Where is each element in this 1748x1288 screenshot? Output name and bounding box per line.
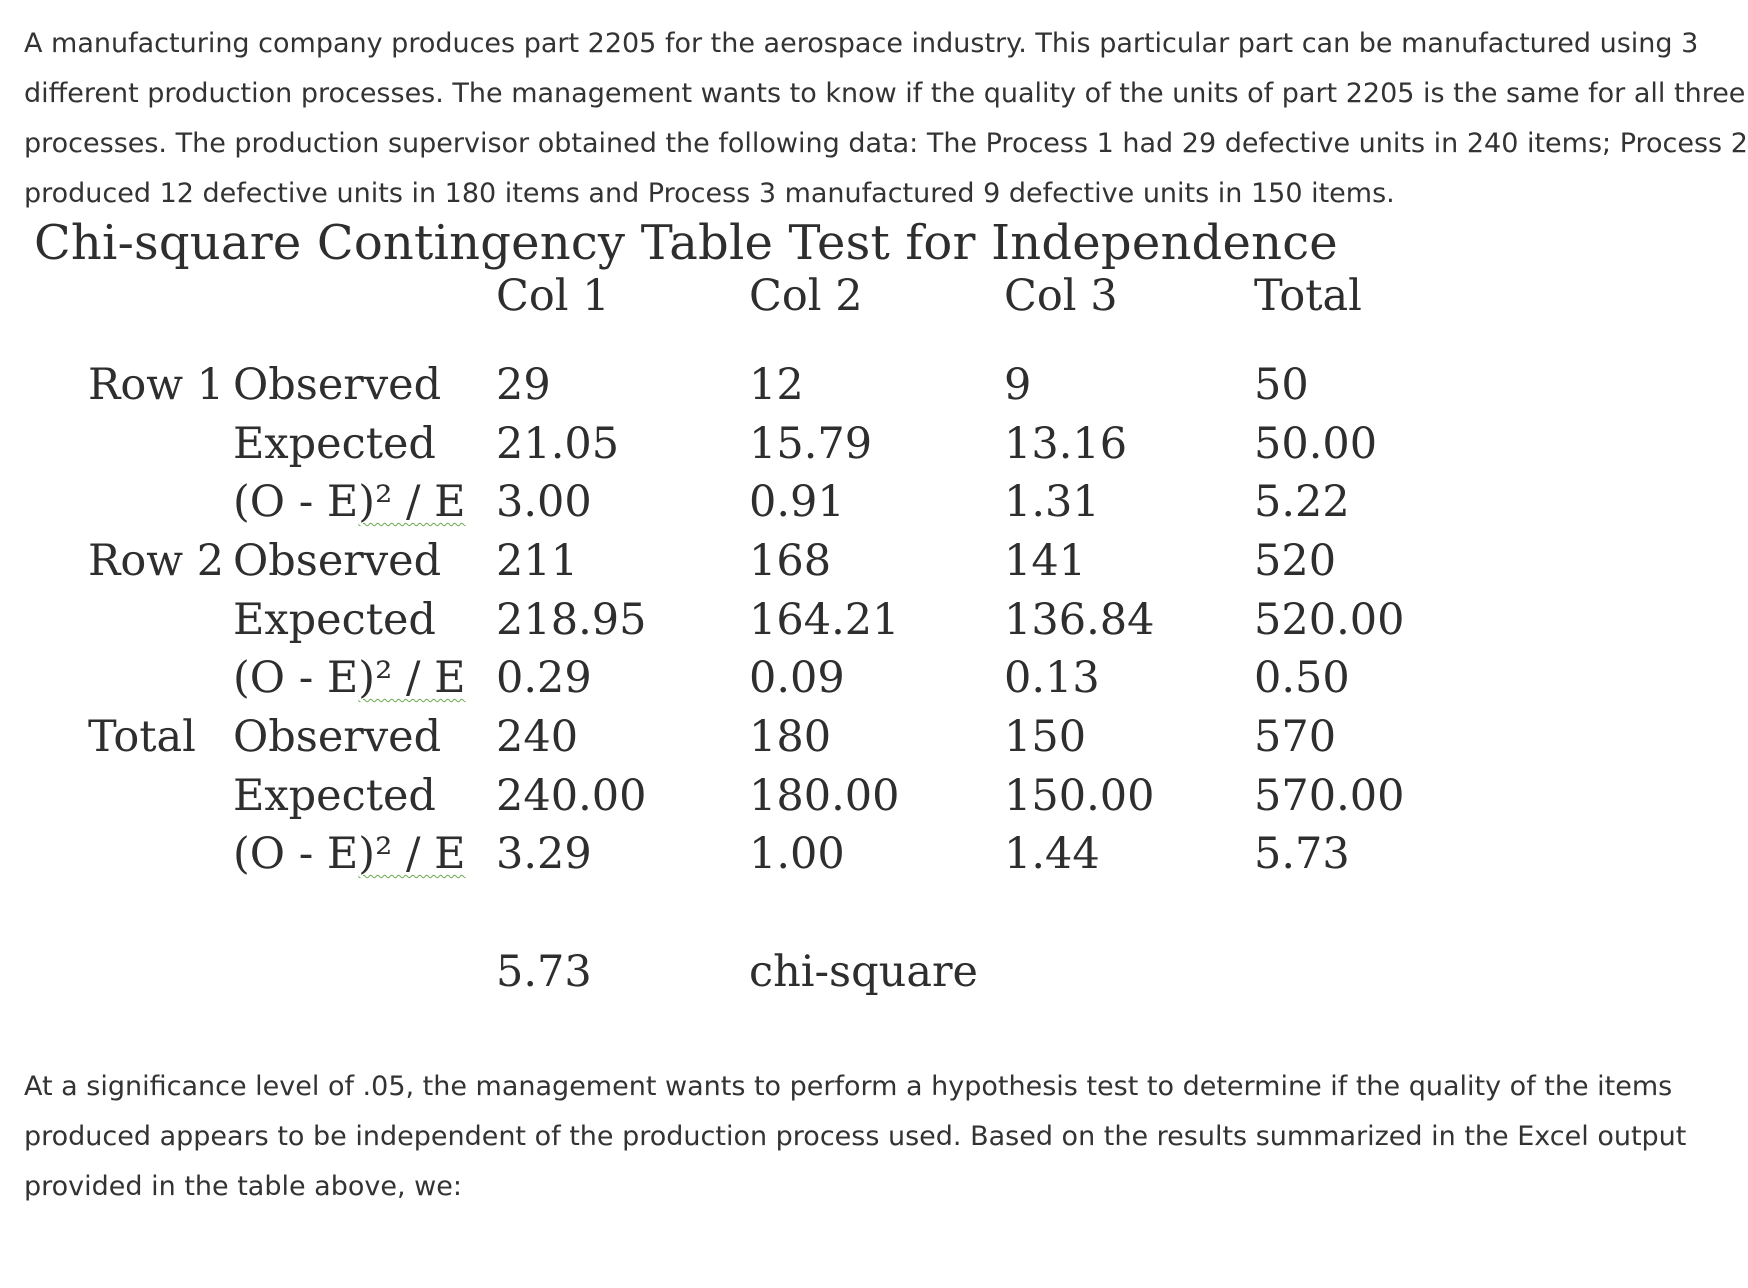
metric-label-part: (O - E (233, 477, 359, 527)
table-cell: 15.79 (749, 419, 873, 469)
question-line: provided in the table above, we: (24, 1171, 462, 1202)
problem-line: produced 12 defective units in 180 items… (24, 178, 1395, 209)
metric-label-part: (O - E (233, 653, 359, 703)
metric-label-part: )² / E (358, 829, 466, 879)
table-cell: 168 (749, 536, 832, 586)
problem-statement: A manufacturing company produces part 22… (24, 19, 1748, 219)
table-title: Chi-square Contingency Table Test for In… (34, 215, 1338, 271)
question-line: At a significance level of .05, the mana… (24, 1071, 1673, 1102)
table-cell: 180.00 (749, 771, 900, 821)
metric-label-part: )² / E (358, 653, 466, 703)
table-cell: 1.31 (1004, 477, 1100, 527)
table-cell: 1.44 (1004, 829, 1100, 879)
column-header-col-3: Col 3 (1004, 271, 1118, 321)
metric-label-expected: Expected (233, 771, 436, 821)
metric-label-expected: Expected (233, 595, 436, 645)
table-cell: 0.09 (749, 653, 845, 703)
chi-square-value: 5.73 (496, 947, 592, 997)
column-header-col-1: Col 1 (496, 271, 610, 321)
table-cell: 150 (1004, 712, 1087, 762)
table-cell: 240.00 (496, 771, 647, 821)
metric-label-observed: Observed (233, 712, 442, 762)
table-cell: 218.95 (496, 595, 647, 645)
metric-label-chi-contribution: (O - E)² / E (233, 481, 466, 524)
metric-label-observed: Observed (233, 360, 442, 410)
table-cell: 50 (1254, 360, 1309, 410)
table-cell: 520.00 (1254, 595, 1405, 645)
metric-label-chi-contribution: (O - E)² / E (233, 657, 466, 700)
table-cell: 21.05 (496, 419, 620, 469)
column-header-total: Total (1254, 271, 1362, 321)
table-cell: 520 (1254, 536, 1337, 586)
problem-line: processes. The production supervisor obt… (24, 128, 1748, 159)
column-header-col-2: Col 2 (749, 271, 863, 321)
table-cell: 13.16 (1004, 419, 1128, 469)
problem-line: A manufacturing company produces part 22… (24, 28, 1699, 59)
table-cell: 5.73 (1254, 829, 1350, 879)
table-cell: 0.50 (1254, 653, 1350, 703)
table-cell: 29 (496, 360, 551, 410)
row-group-label-total: Total (88, 712, 196, 762)
table-cell: 50.00 (1254, 419, 1378, 469)
table-cell: 164.21 (749, 595, 900, 645)
problem-line: different production processes. The mana… (24, 78, 1746, 109)
table-cell: 240 (496, 712, 579, 762)
table-cell: 141 (1004, 536, 1087, 586)
metric-label-observed: Observed (233, 536, 442, 586)
metric-label-part: (O - E (233, 829, 359, 879)
table-cell: 5.22 (1254, 477, 1350, 527)
table-cell: 1.00 (749, 829, 845, 879)
metric-label-chi-contribution: (O - E)² / E (233, 833, 466, 876)
table-cell: 136.84 (1004, 595, 1155, 645)
table-cell: 0.29 (496, 653, 592, 703)
metric-label-expected: Expected (233, 419, 436, 469)
row-group-label-row-1: Row 1 (88, 360, 225, 410)
table-cell: 0.13 (1004, 653, 1100, 703)
table-cell: 570 (1254, 712, 1337, 762)
table-cell: 150.00 (1004, 771, 1155, 821)
row-group-label-row-2: Row 2 (88, 536, 225, 586)
table-cell: 180 (749, 712, 832, 762)
question-line: produced appears to be independent of th… (24, 1121, 1687, 1152)
table-cell: 3.00 (496, 477, 592, 527)
table-cell: 12 (749, 360, 804, 410)
table-cell: 9 (1004, 360, 1032, 410)
chi-square-label: chi-square (749, 947, 978, 997)
table-cell: 211 (496, 536, 579, 586)
table-cell: 3.29 (496, 829, 592, 879)
question-text: At a significance level of .05, the mana… (24, 1062, 1724, 1212)
table-cell: 0.91 (749, 477, 845, 527)
metric-label-part: )² / E (358, 477, 466, 527)
table-cell: 570.00 (1254, 771, 1405, 821)
